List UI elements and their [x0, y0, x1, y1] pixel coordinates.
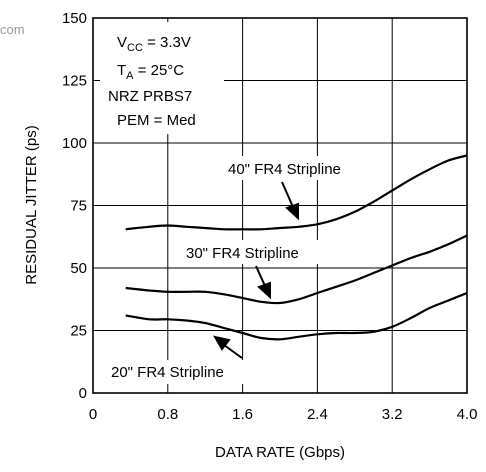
y-tick-labels: 0 25 50 75 100 125 150 — [62, 10, 87, 402]
x-tick-labels: 0 0.8 1.6 2.4 3.2 4.0 — [89, 406, 478, 423]
series-lines — [125, 154, 468, 341]
x-tick-label: 3.2 — [382, 406, 403, 423]
series-line-30in — [125, 234, 468, 305]
series-line-20in — [125, 291, 468, 341]
note-vcc: VCC = 3.3V — [117, 34, 191, 54]
y-tick-label: 25 — [70, 323, 87, 340]
arrow-20in — [212, 335, 243, 359]
y-tick-label: 150 — [62, 10, 87, 27]
arrow-40in — [281, 181, 299, 221]
series-label-30in: 30" FR4 Stripline — [186, 245, 299, 262]
label-bg-20 — [108, 360, 260, 384]
note-pem: PEM = Med — [117, 112, 196, 129]
conditions-box — [100, 22, 224, 134]
note-ta: TA = 25°C — [117, 62, 184, 82]
series-label-20in: 20" FR4 Stripline — [111, 364, 224, 381]
y-tick-label: 125 — [62, 73, 87, 90]
y-tick-label: 100 — [62, 135, 87, 152]
series-line-40in — [125, 154, 468, 231]
y-tick-label: 50 — [70, 260, 87, 277]
y-tick-label: 75 — [70, 198, 87, 215]
x-tick-label: 4.0 — [457, 406, 478, 423]
y-tick-label: 0 — [79, 385, 87, 402]
note-pattern: NRZ PRBS7 — [108, 88, 192, 105]
x-axis-title: DATA RATE (Gbps) — [215, 444, 345, 461]
label-bg-40 — [224, 156, 374, 180]
x-tick-label: 0 — [89, 406, 97, 423]
y-axis-title: RESIDUAL JITTER (ps) — [23, 125, 40, 284]
x-tick-label: 0.8 — [157, 406, 178, 423]
x-tick-label: 1.6 — [232, 406, 253, 423]
watermark-text: com — [0, 22, 25, 37]
arrow-30in — [255, 265, 271, 300]
series-label-40in: 40" FR4 Stripline — [228, 161, 341, 178]
label-bg-30 — [183, 240, 331, 264]
x-tick-label: 2.4 — [307, 406, 328, 423]
